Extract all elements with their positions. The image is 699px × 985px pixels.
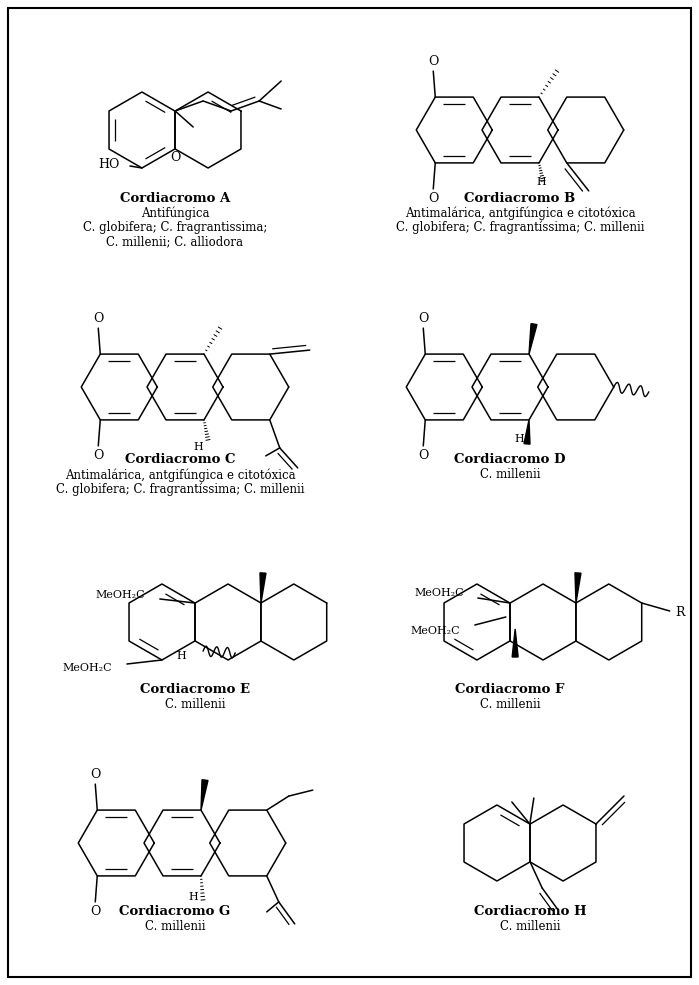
Polygon shape [512,629,518,657]
Text: HO: HO [99,159,120,171]
Text: Cordiacromo E: Cordiacromo E [140,683,250,696]
Text: O: O [93,311,103,325]
Text: H: H [193,442,203,452]
Text: Cordiacromo B: Cordiacromo B [464,192,575,205]
Text: O: O [90,905,101,918]
Text: C. millenii: C. millenii [500,920,561,933]
Text: C. millenii: C. millenii [480,698,540,711]
Text: C. millenii: C. millenii [480,468,540,481]
Text: MeOH₂C: MeOH₂C [415,588,464,598]
Text: Antimalárica, antgifúngica e citotóxica: Antimalárica, antgifúngica e citotóxica [65,468,295,482]
Text: MeOH₂C: MeOH₂C [95,590,145,600]
Text: H: H [514,434,524,444]
Text: Cordiacromo D: Cordiacromo D [454,453,565,466]
Polygon shape [260,573,266,603]
Text: Cordiacromo F: Cordiacromo F [455,683,565,696]
Text: C. millenii: C. millenii [145,920,206,933]
Polygon shape [529,324,537,354]
Text: O: O [170,151,180,164]
Text: Antifúngica: Antifúngica [140,207,209,221]
Polygon shape [201,780,208,810]
Text: Cordiacromo A: Cordiacromo A [120,192,230,205]
Polygon shape [575,573,581,603]
Text: O: O [428,192,438,206]
Text: Antimalárica, antgifúngica e citotóxica: Antimalárica, antgifúngica e citotóxica [405,207,635,221]
Text: MeOH₂C: MeOH₂C [410,626,460,636]
Polygon shape [524,420,530,444]
Text: C. millenii; C. alliodora: C. millenii; C. alliodora [106,235,243,248]
Text: O: O [428,54,438,68]
Text: MeOH₂C: MeOH₂C [62,663,112,673]
Text: H: H [536,177,546,187]
Text: O: O [93,449,103,462]
Text: C. globifera; C. fragrantissima;: C. globifera; C. fragrantissima; [82,221,267,234]
Text: C. millenii: C. millenii [165,698,225,711]
Text: H: H [188,891,198,902]
Text: C. globifera; C. fragrantíssima; C. millenii: C. globifera; C. fragrantíssima; C. mill… [56,483,304,496]
Text: O: O [418,449,428,462]
Text: C. globifera; C. fragrantíssima; C. millenii: C. globifera; C. fragrantíssima; C. mill… [396,221,644,234]
Text: Cordiacromo H: Cordiacromo H [474,905,586,918]
Text: Cordiacromo G: Cordiacromo G [120,905,231,918]
Text: O: O [418,311,428,325]
Text: O: O [90,767,101,780]
Text: H: H [176,651,186,661]
Text: R: R [676,607,685,620]
Text: Cordiacromo C: Cordiacromo C [124,453,236,466]
